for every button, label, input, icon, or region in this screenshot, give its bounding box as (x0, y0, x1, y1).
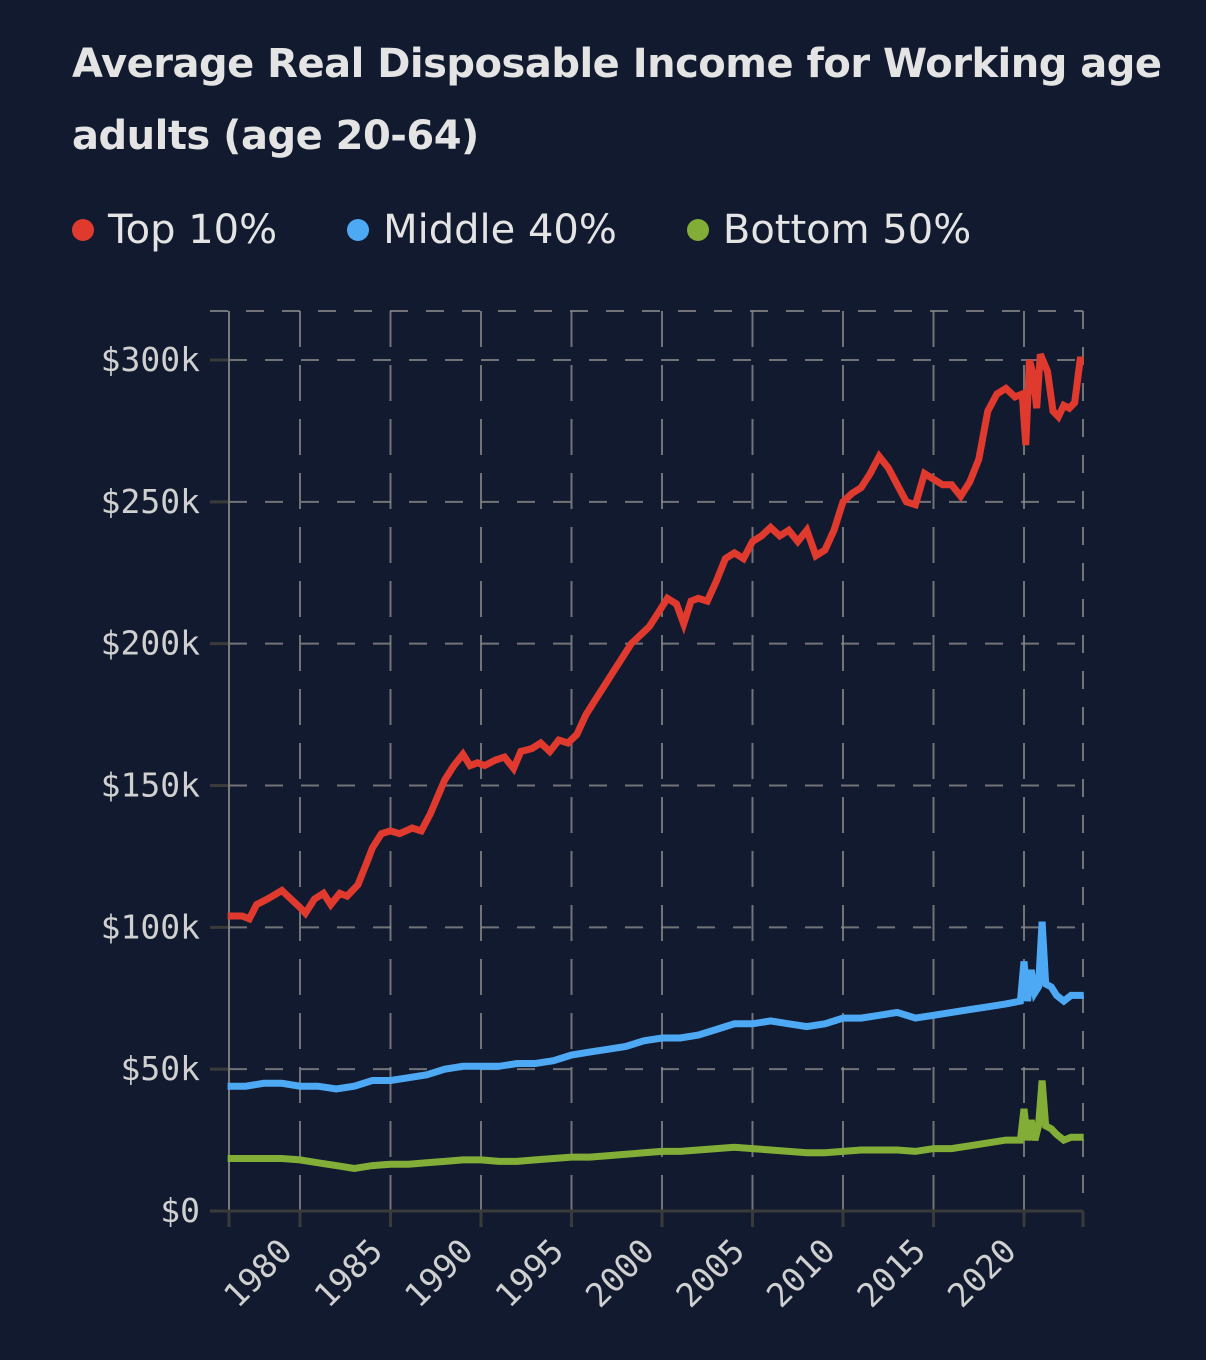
series-line-bottom-50 (227, 1080, 1084, 1173)
y-tick-label: $50k (121, 1049, 201, 1088)
y-tick-label: $200k (101, 624, 200, 663)
x-tick-label: 2015 (849, 1231, 933, 1315)
legend-dot-icon (72, 219, 94, 241)
y-tick-label: $100k (101, 907, 200, 946)
y-tick-label: $300k (101, 340, 200, 379)
x-tick-label: 2000 (578, 1231, 662, 1315)
y-tick-label: $150k (101, 766, 200, 805)
y-tick-label: $0 (160, 1191, 200, 1230)
legend-label: Bottom 50% (722, 207, 972, 253)
x-tick-label: 1990 (397, 1231, 481, 1315)
legend-label: Top 10% (108, 207, 278, 253)
y-tick-label: $250k (101, 482, 200, 521)
x-tick-label: 2010 (759, 1231, 843, 1315)
x-tick-label: 1985 (306, 1231, 390, 1315)
legend: Top 10% Middle 40% Bottom 50% (72, 200, 1041, 260)
chart-title: Average Real Disposable Income for Worki… (72, 41, 1162, 159)
x-tick-label: 1980 (216, 1231, 300, 1315)
x-tick-label: 2005 (668, 1231, 752, 1315)
legend-dot-icon (347, 219, 370, 241)
series-line-top-10 (227, 352, 1084, 924)
legend-item-bottom-50[interactable]: Bottom 50% (686, 207, 972, 253)
x-tick-label: 2020 (940, 1231, 1024, 1315)
x-tick-label: 1995 (487, 1231, 571, 1315)
legend-label: Middle 40% (383, 207, 617, 253)
series-line-middle-40 (227, 921, 1084, 1093)
legend-item-middle-40[interactable]: Middle 40% (347, 207, 617, 253)
legend-item-top-10[interactable]: Top 10% (72, 207, 277, 253)
legend-dot-icon (686, 219, 709, 241)
